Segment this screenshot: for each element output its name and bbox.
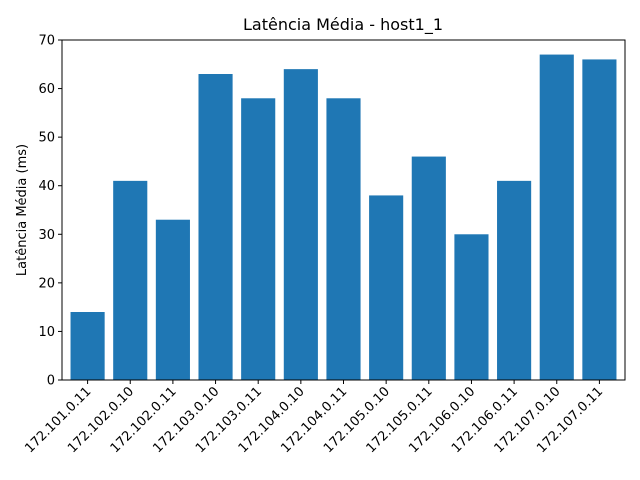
bars-group xyxy=(70,54,617,381)
bar-172.107.0.11 xyxy=(582,59,617,381)
bar-172.105.0.11 xyxy=(411,156,446,380)
bar-172.103.0.10 xyxy=(198,74,233,380)
bar-172.102.0.10 xyxy=(113,180,148,380)
y-tick-label: 30 xyxy=(38,228,55,243)
bar-172.106.0.11 xyxy=(497,180,532,380)
bar-172.102.0.11 xyxy=(155,219,190,380)
y-tick-label: 60 xyxy=(38,82,55,97)
plot-area: 0 10 20 30 40 50 60 70 172.101.0.11172.102.0.10… xyxy=(22,34,626,456)
bar-172.103.0.11 xyxy=(241,98,276,381)
y-tick-label: 70 xyxy=(38,34,55,49)
bar-172.104.0.10 xyxy=(283,69,318,381)
bar-172.107.0.10 xyxy=(539,54,574,380)
y-tick-label: 50 xyxy=(38,131,55,146)
plot-frame xyxy=(61,39,626,381)
y-axis-title: Latência Média (ms) xyxy=(15,144,30,276)
bar-172.106.0.10 xyxy=(454,234,489,380)
chart-title: Latência Média - host1_1 xyxy=(243,15,443,35)
bar-172.104.0.11 xyxy=(326,98,361,381)
y-tick-label: 0 xyxy=(47,374,55,389)
y-tick-label: 20 xyxy=(38,276,55,291)
x-axis-ticks: 172.101.0.11172.102.0.10172.102.0.11172.… xyxy=(22,380,606,456)
y-tick-label: 40 xyxy=(38,179,55,194)
bar-172.105.0.10 xyxy=(369,195,404,380)
bar-172.101.0.11 xyxy=(70,312,105,380)
y-axis-ticks: 0 10 20 30 40 50 60 70 xyxy=(38,34,62,389)
y-tick-label: 10 xyxy=(38,325,55,340)
